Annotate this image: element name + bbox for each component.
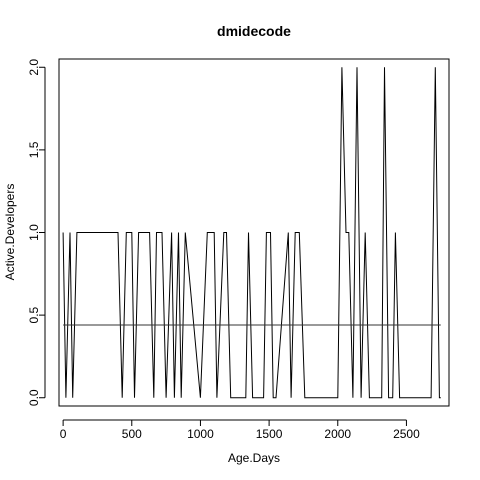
y-tick-label: 1.5 [27, 141, 41, 158]
x-tick-label: 0 [60, 427, 67, 441]
y-tick-label: 0.5 [27, 306, 41, 323]
y-tick-label: 2.0 [27, 59, 41, 76]
plot-frame [58, 58, 450, 407]
x-tick-label: 500 [122, 427, 142, 441]
y-axis-label: Active.Developers [3, 184, 17, 281]
x-axis: 0 500 1000 1500 2000 2500 [60, 419, 420, 441]
series-line [62, 67, 441, 399]
y-tick-label: 1.0 [27, 224, 41, 241]
x-tick-label: 2500 [393, 427, 420, 441]
plot-area [62, 67, 441, 399]
x-axis-label: Age.Days [228, 451, 280, 465]
chart-title: dmidecode [217, 23, 291, 39]
y-axis: 0.0 0.5 1.0 1.5 2.0 [27, 59, 46, 406]
y-tick-label: 0.0 [27, 389, 41, 406]
x-tick-label: 1000 [187, 427, 214, 441]
x-tick-label: 2000 [324, 427, 351, 441]
x-tick-label: 1500 [256, 427, 283, 441]
